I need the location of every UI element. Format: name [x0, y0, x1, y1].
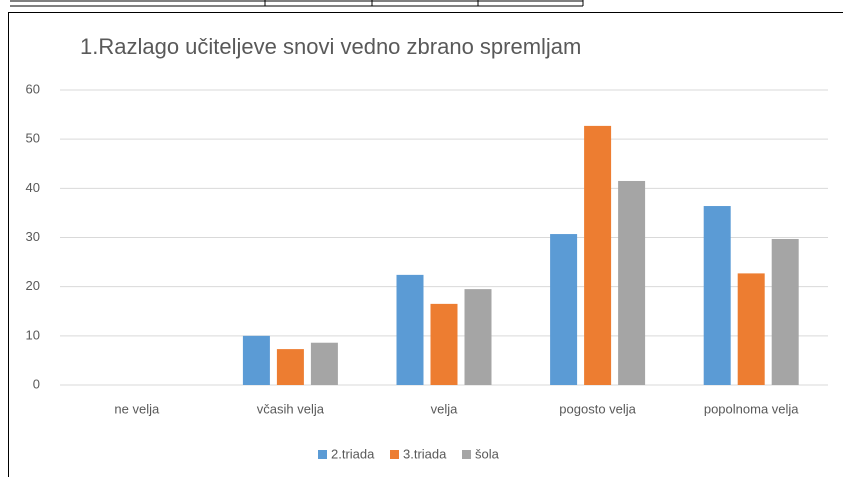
x-tick-label: ne velja [114, 401, 160, 416]
bar [550, 234, 578, 385]
x-tick-label: pogosto velja [559, 401, 636, 416]
bar [737, 273, 765, 385]
y-tick-label: 20 [26, 278, 40, 293]
sheet-cells [10, 0, 584, 7]
bar [242, 335, 270, 385]
legend-label: 3.triada [403, 446, 447, 461]
y-tick-label: 30 [26, 229, 40, 244]
legend-swatch [462, 450, 471, 459]
x-tick-label: velja [431, 401, 459, 416]
x-tick-label: popolnoma velja [704, 401, 799, 416]
bar [310, 342, 338, 385]
bar [464, 289, 492, 385]
bar [276, 349, 304, 385]
legend-label: 2.triada [331, 446, 375, 461]
bar [618, 180, 646, 385]
y-tick-label: 0 [33, 376, 40, 391]
y-tick-label: 60 [26, 81, 40, 96]
bar [584, 125, 612, 386]
bar [396, 274, 424, 385]
y-tick-label: 40 [26, 180, 40, 195]
chart-title: 1.Razlago učiteljeve snovi vedno zbrano … [80, 34, 581, 59]
legend-swatch [318, 450, 327, 459]
legend-swatch [390, 450, 399, 459]
y-tick-label: 10 [26, 327, 40, 342]
bar [703, 206, 731, 385]
bar [430, 303, 458, 385]
legend-label: šola [475, 446, 500, 461]
x-tick-label: včasih velja [257, 401, 325, 416]
bar [771, 238, 799, 385]
y-tick-label: 50 [26, 131, 40, 146]
